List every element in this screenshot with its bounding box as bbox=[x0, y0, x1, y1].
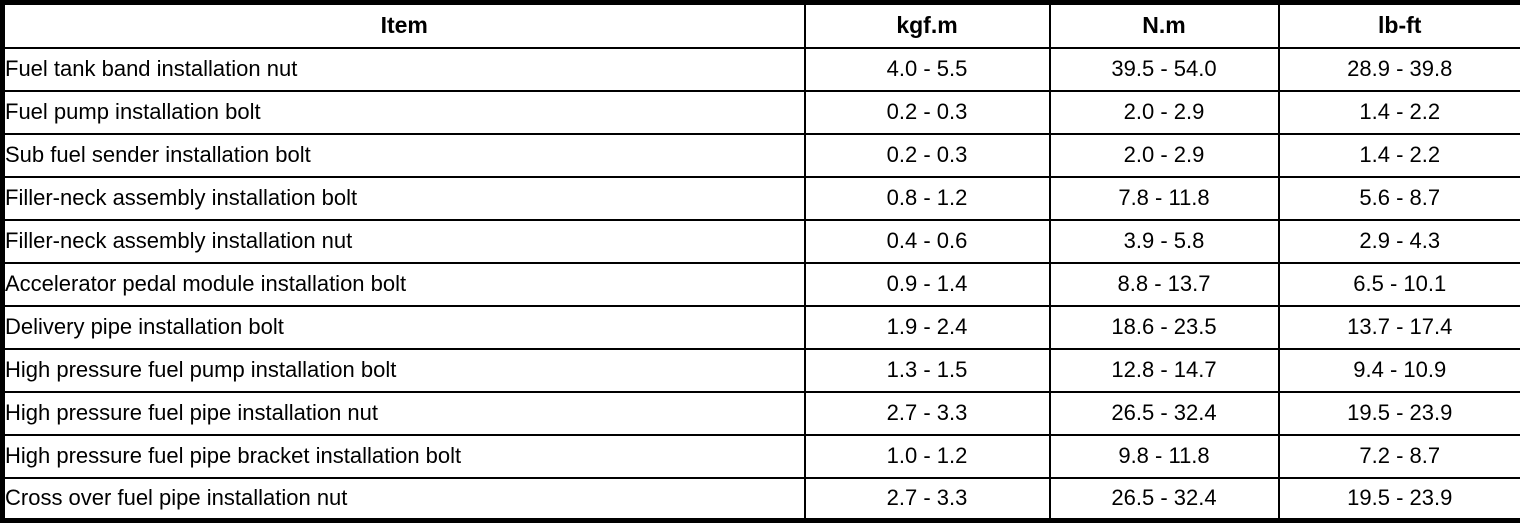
kgfm-cell: 0.2 - 0.3 bbox=[805, 91, 1050, 134]
kgfm-cell: 0.2 - 0.3 bbox=[805, 134, 1050, 177]
nm-cell: 26.5 - 32.4 bbox=[1050, 392, 1279, 435]
item-cell: Cross over fuel pipe installation nut bbox=[3, 478, 805, 521]
lbft-cell: 1.4 - 2.2 bbox=[1279, 134, 1520, 177]
kgfm-cell: 2.7 - 3.3 bbox=[805, 392, 1050, 435]
item-cell: Fuel tank band installation nut bbox=[3, 48, 805, 91]
nm-cell: 2.0 - 2.9 bbox=[1050, 91, 1279, 134]
nm-cell: 26.5 - 32.4 bbox=[1050, 478, 1279, 521]
item-cell: Delivery pipe installation bolt bbox=[3, 306, 805, 349]
nm-cell: 3.9 - 5.8 bbox=[1050, 220, 1279, 263]
table-row: Filler-neck assembly installation bolt 0… bbox=[3, 177, 1520, 220]
lbft-cell: 9.4 - 10.9 bbox=[1279, 349, 1520, 392]
lbft-cell: 1.4 - 2.2 bbox=[1279, 91, 1520, 134]
nm-cell: 8.8 - 13.7 bbox=[1050, 263, 1279, 306]
table-row: Fuel pump installation bolt 0.2 - 0.3 2.… bbox=[3, 91, 1520, 134]
item-cell: Filler-neck assembly installation nut bbox=[3, 220, 805, 263]
table-row: Fuel tank band installation nut 4.0 - 5.… bbox=[3, 48, 1520, 91]
kgfm-cell: 2.7 - 3.3 bbox=[805, 478, 1050, 521]
kgfm-cell: 1.9 - 2.4 bbox=[805, 306, 1050, 349]
table-row: Delivery pipe installation bolt 1.9 - 2.… bbox=[3, 306, 1520, 349]
kgfm-cell: 0.9 - 1.4 bbox=[805, 263, 1050, 306]
nm-cell: 18.6 - 23.5 bbox=[1050, 306, 1279, 349]
lbft-cell: 28.9 - 39.8 bbox=[1279, 48, 1520, 91]
item-cell: High pressure fuel pump installation bol… bbox=[3, 349, 805, 392]
table-row: Cross over fuel pipe installation nut 2.… bbox=[3, 478, 1520, 521]
lbft-cell: 5.6 - 8.7 bbox=[1279, 177, 1520, 220]
lbft-cell: 6.5 - 10.1 bbox=[1279, 263, 1520, 306]
item-cell: Sub fuel sender installation bolt bbox=[3, 134, 805, 177]
lbft-cell: 13.7 - 17.4 bbox=[1279, 306, 1520, 349]
lbft-cell: 2.9 - 4.3 bbox=[1279, 220, 1520, 263]
header-row: Item kgf.m N.m lb-ft bbox=[3, 3, 1520, 48]
column-header-nm: N.m bbox=[1050, 3, 1279, 48]
item-cell: Fuel pump installation bolt bbox=[3, 91, 805, 134]
kgfm-cell: 0.8 - 1.2 bbox=[805, 177, 1050, 220]
column-header-kgfm: kgf.m bbox=[805, 3, 1050, 48]
lbft-cell: 19.5 - 23.9 bbox=[1279, 392, 1520, 435]
kgfm-cell: 4.0 - 5.5 bbox=[805, 48, 1050, 91]
table-row: High pressure fuel pipe bracket installa… bbox=[3, 435, 1520, 478]
item-cell: Filler-neck assembly installation bolt bbox=[3, 177, 805, 220]
table-row: Filler-neck assembly installation nut 0.… bbox=[3, 220, 1520, 263]
nm-cell: 2.0 - 2.9 bbox=[1050, 134, 1279, 177]
table-row: High pressure fuel pump installation bol… bbox=[3, 349, 1520, 392]
item-cell: High pressure fuel pipe installation nut bbox=[3, 392, 805, 435]
column-header-item: Item bbox=[3, 3, 805, 48]
table-row: Accelerator pedal module installation bo… bbox=[3, 263, 1520, 306]
nm-cell: 39.5 - 54.0 bbox=[1050, 48, 1279, 91]
kgfm-cell: 0.4 - 0.6 bbox=[805, 220, 1050, 263]
kgfm-cell: 1.0 - 1.2 bbox=[805, 435, 1050, 478]
table-row: Sub fuel sender installation bolt 0.2 - … bbox=[3, 134, 1520, 177]
table-row: High pressure fuel pipe installation nut… bbox=[3, 392, 1520, 435]
nm-cell: 12.8 - 14.7 bbox=[1050, 349, 1279, 392]
kgfm-cell: 1.3 - 1.5 bbox=[805, 349, 1050, 392]
lbft-cell: 7.2 - 8.7 bbox=[1279, 435, 1520, 478]
lbft-cell: 19.5 - 23.9 bbox=[1279, 478, 1520, 521]
item-cell: Accelerator pedal module installation bo… bbox=[3, 263, 805, 306]
item-cell: High pressure fuel pipe bracket installa… bbox=[3, 435, 805, 478]
column-header-lbft: lb-ft bbox=[1279, 3, 1520, 48]
nm-cell: 7.8 - 11.8 bbox=[1050, 177, 1279, 220]
nm-cell: 9.8 - 11.8 bbox=[1050, 435, 1279, 478]
